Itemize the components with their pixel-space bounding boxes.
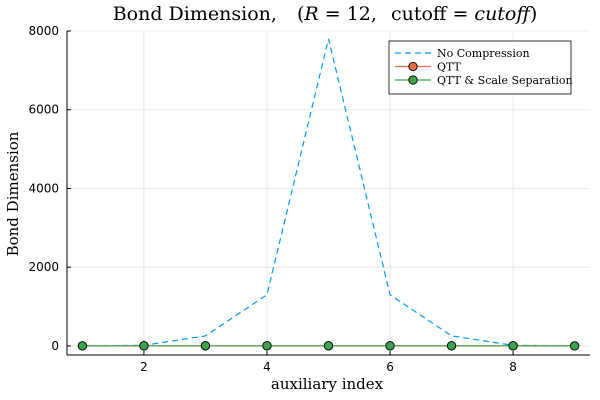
legend-label-qtt-scale-separation: QTT & Scale Separation xyxy=(437,74,573,87)
y-tick-label: 4000 xyxy=(28,181,59,195)
title-r-variable: R xyxy=(303,3,318,25)
title-open-paren: ( xyxy=(297,3,304,25)
data-point-qtt-scale-separation xyxy=(569,341,580,351)
title-r-value: = 12, xyxy=(319,3,377,25)
data-point-qtt-scale-separation xyxy=(139,341,149,351)
legend-box xyxy=(388,40,572,95)
title-equals: = xyxy=(446,3,474,25)
data-point-qtt-scale-separation xyxy=(200,341,211,351)
y-tick-label: 2000 xyxy=(28,260,59,274)
axes xyxy=(66,30,590,356)
data-point-qtt-scale-separation xyxy=(446,341,457,351)
x-tick-label: 6 xyxy=(386,360,394,374)
legend-label-qtt: QTT xyxy=(437,61,462,74)
y-tick-label: 0 xyxy=(51,339,59,353)
x-axis-label: auxiliary index xyxy=(271,375,384,393)
legend-marker-qtt xyxy=(408,61,418,72)
chart-title: Bond Dimension, (R = 12, cutoff = cutoff… xyxy=(113,3,538,25)
data-point-qtt-scale-separation xyxy=(508,341,518,351)
title-cutoff-variable: cutoff xyxy=(474,3,533,25)
y-tick-label: 8000 xyxy=(28,24,59,38)
data-point-qtt-scale-separation xyxy=(385,341,395,351)
series-layer xyxy=(77,38,580,351)
data-point-qtt-scale-separation xyxy=(77,341,88,351)
series-line-no-compression xyxy=(82,38,575,347)
x-tick-label: 2 xyxy=(140,360,148,374)
title-close-paren: ) xyxy=(530,3,537,25)
title-cutoff-word: cutoff xyxy=(391,3,448,25)
tick-labels: 2 4 6 8 0 2000 4000 6000 8000 xyxy=(28,24,516,374)
x-tick-label: 4 xyxy=(263,360,271,374)
legend-label-no-compression: No Compression xyxy=(437,47,530,60)
data-point-qtt-scale-separation xyxy=(323,341,334,351)
y-tick-label: 6000 xyxy=(28,103,59,117)
legend-marker-qtt-scale-separation xyxy=(408,75,418,85)
x-tick-label: 8 xyxy=(509,360,517,374)
y-axis-label: Bond Dimension xyxy=(4,131,22,256)
title-prefix: Bond Dimension, xyxy=(113,3,277,25)
data-point-qtt-scale-separation xyxy=(262,341,272,351)
